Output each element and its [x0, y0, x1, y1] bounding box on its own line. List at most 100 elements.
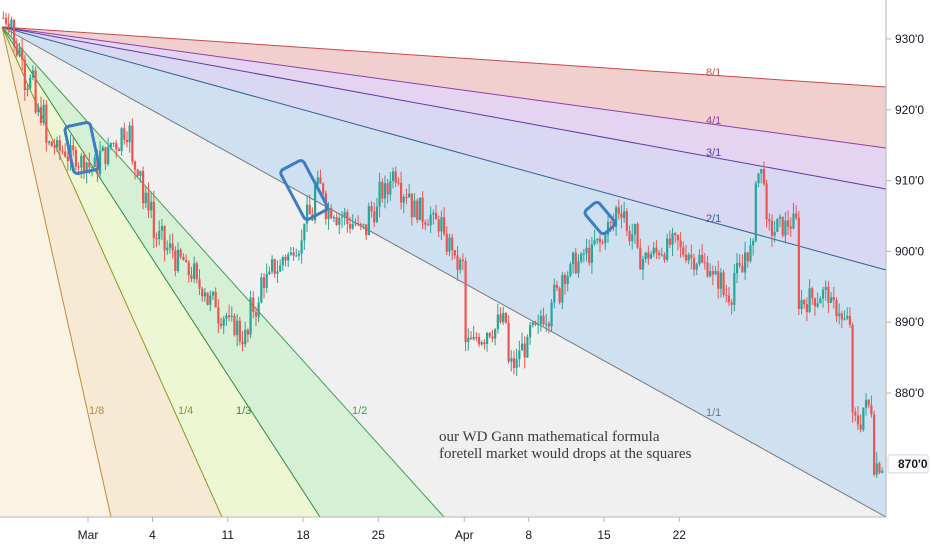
candle [620, 204, 623, 229]
fan-line-9[interactable] [1, 26, 112, 518]
candle [147, 182, 150, 218]
candle [316, 170, 319, 187]
gann-fan-labels: 8/1 4/1 3/1 2/1 1/1 1/2 1/3 1/4 1/8 [89, 67, 721, 419]
fan-line-2[interactable] [1, 26, 887, 149]
candle [47, 140, 51, 146]
candle [270, 255, 274, 275]
candle [257, 296, 260, 323]
candle [819, 296, 822, 304]
candle [727, 287, 731, 307]
candle [835, 297, 838, 322]
candle [93, 154, 96, 168]
candle [104, 146, 107, 171]
fan-label-7: 1/3 [236, 405, 251, 417]
candle [550, 299, 553, 332]
fan-line-1[interactable] [1, 26, 887, 88]
candle [74, 146, 78, 171]
candle [152, 190, 155, 249]
candle [144, 186, 147, 208]
fan-line-6[interactable] [1, 26, 445, 518]
candle [225, 312, 228, 326]
candle [666, 233, 669, 262]
price-tick-label: 930'0 [895, 32, 924, 46]
candle [39, 96, 43, 126]
candle [641, 255, 645, 281]
candle [601, 239, 604, 245]
candle [386, 178, 389, 204]
candle [437, 215, 440, 238]
candle [674, 231, 677, 243]
candle [709, 263, 712, 278]
candle [644, 251, 647, 263]
candle [268, 266, 271, 275]
candle [464, 257, 467, 352]
candle [738, 254, 741, 269]
candle [800, 289, 803, 315]
candle [120, 127, 123, 156]
candle [580, 251, 583, 264]
highlight-square-1[interactable] [63, 121, 101, 175]
candle [676, 234, 680, 251]
candle [776, 218, 779, 233]
candle [155, 232, 158, 248]
candle [279, 259, 282, 273]
candle [262, 272, 266, 299]
candle [789, 217, 792, 237]
candle [12, 18, 16, 52]
candle [160, 218, 164, 241]
candle [797, 211, 800, 316]
time-tick-label: 15 [597, 528, 611, 542]
candle [370, 201, 373, 218]
candle [725, 284, 728, 303]
candle [405, 188, 408, 205]
candle [561, 271, 564, 310]
fan-line-4[interactable] [1, 26, 887, 271]
candle [679, 232, 682, 258]
candle [123, 122, 126, 145]
candle [588, 239, 591, 267]
candle [571, 251, 575, 274]
candle [770, 214, 774, 248]
candle [795, 205, 798, 221]
highlight-square-3[interactable] [583, 200, 617, 236]
candle [214, 287, 217, 308]
fan-line-5[interactable] [1, 26, 887, 518]
candle [211, 290, 215, 301]
candle [351, 214, 354, 230]
candle [292, 246, 295, 261]
candle [359, 222, 362, 231]
candle [483, 339, 486, 350]
candle [66, 147, 69, 171]
candle [663, 252, 666, 263]
candle [276, 260, 279, 283]
candle [451, 234, 454, 261]
candle [881, 467, 884, 474]
candle [647, 245, 650, 265]
candle [128, 121, 131, 153]
candle [832, 286, 835, 309]
candle [381, 178, 384, 203]
candle [61, 145, 64, 155]
candle [346, 209, 349, 233]
candle [230, 306, 233, 322]
time-tick-label: 11 [222, 528, 235, 542]
fan-line-7[interactable] [1, 26, 321, 518]
candle [811, 286, 814, 306]
candle [590, 236, 594, 274]
candle [639, 238, 642, 270]
fan-line-3[interactable] [1, 26, 887, 190]
candle [222, 316, 225, 335]
candle [198, 269, 201, 296]
candle [7, 13, 10, 34]
candle [515, 348, 518, 377]
candle [757, 173, 760, 188]
highlight-squares [63, 121, 617, 236]
candle [485, 331, 489, 352]
candle [260, 272, 263, 304]
candle [45, 100, 48, 152]
highlight-square-2[interactable] [279, 159, 329, 221]
candle [528, 322, 532, 345]
candle [26, 83, 29, 97]
time-axis-panel[interactable] [0, 517, 886, 550]
candle [593, 229, 596, 247]
